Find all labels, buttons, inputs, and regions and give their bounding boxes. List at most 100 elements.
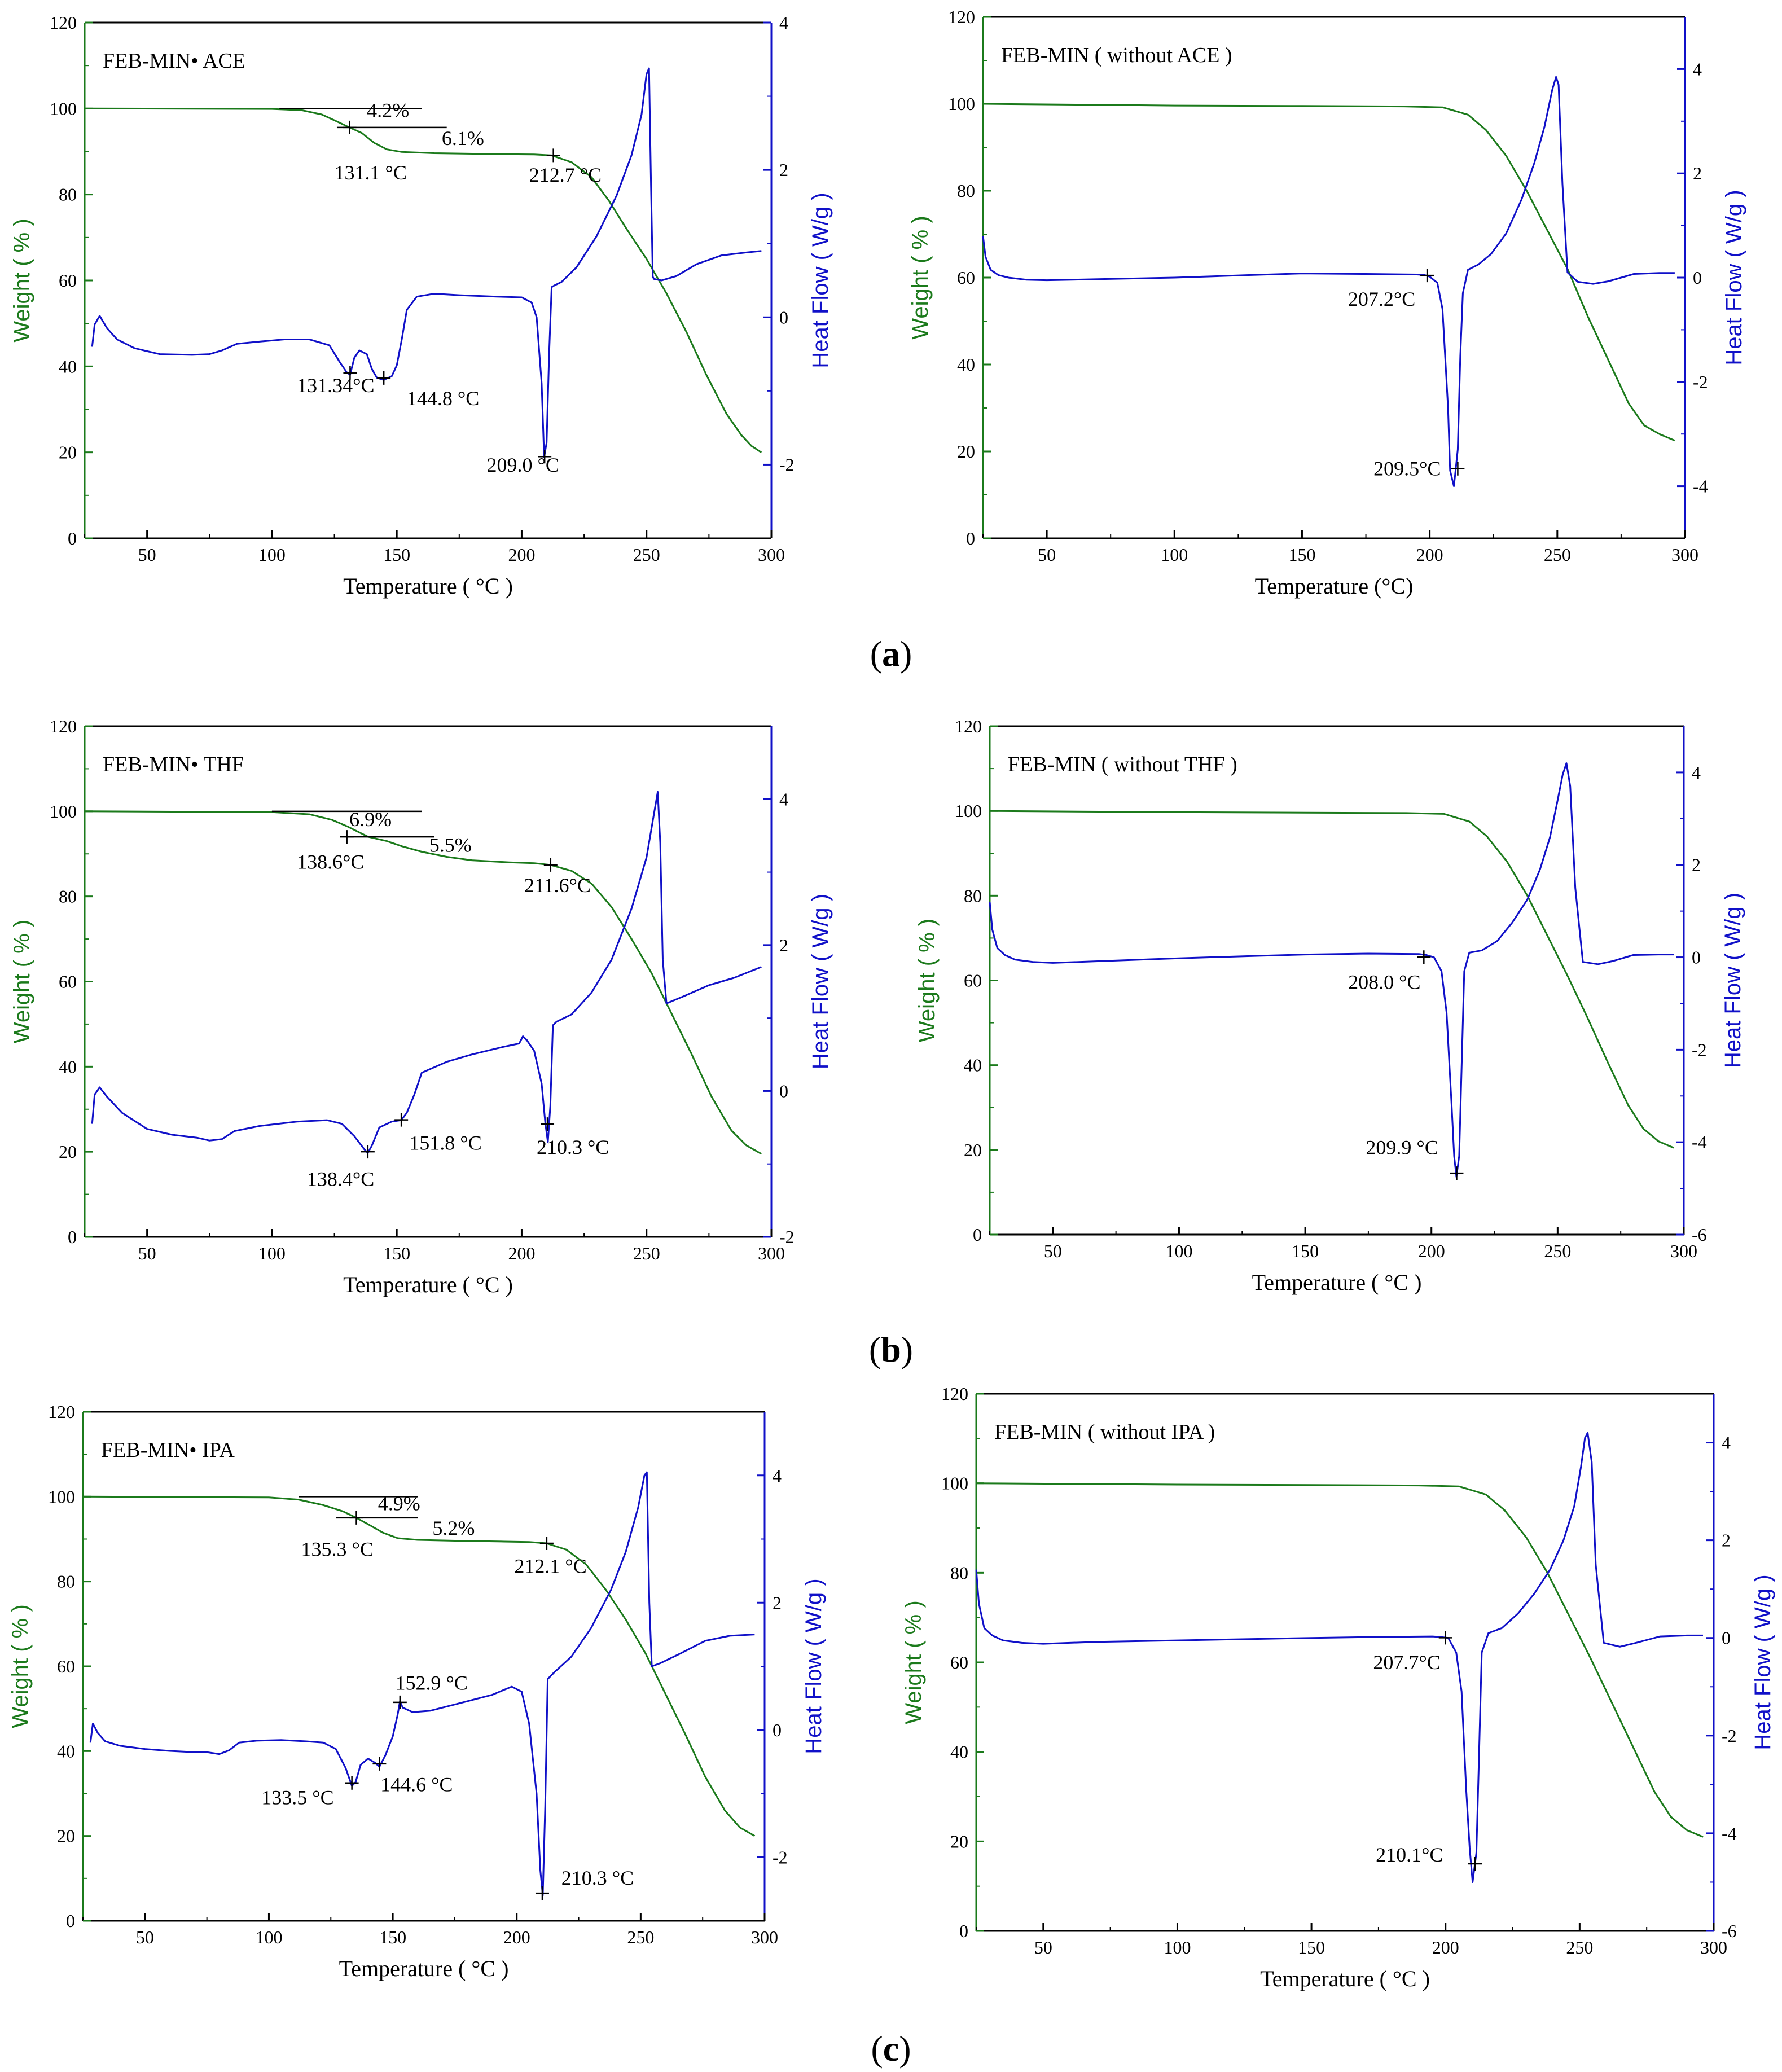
svg-text:(b): (b): [869, 1329, 913, 1369]
right-y-tick-label: -2: [1692, 1039, 1707, 1060]
x-tick-label: 300: [758, 1243, 785, 1263]
left-y-tick-label: 20: [59, 442, 77, 463]
x-tick-label: 250: [633, 1243, 660, 1263]
left-y-axis-title: Weight ( % ): [10, 218, 34, 342]
onset-marker: [340, 830, 354, 844]
right-y-axis-title: Heat Flow ( W/g ): [808, 192, 833, 368]
peak-annotation-label: 138.6°C: [297, 851, 364, 873]
left-y-tick-label: 120: [50, 716, 77, 736]
peak-annotation-label: 131.1 °C: [335, 161, 407, 184]
left-y-tick-label: 0: [66, 1911, 75, 1931]
x-axis-title: Temperature ( °C ): [1252, 1270, 1422, 1295]
left-y-tick-label: 100: [941, 1473, 968, 1494]
left-y-tick-label: 120: [948, 7, 975, 27]
right-y-axis-title: Heat Flow ( W/g ): [1750, 1574, 1775, 1750]
left-y-tick-label: 20: [950, 1831, 968, 1851]
x-tick-label: 300: [1671, 545, 1698, 565]
peak-annotation-label: 131.34°C: [297, 374, 374, 397]
left-y-tick-label: 120: [941, 1384, 968, 1404]
x-tick-label: 200: [508, 545, 535, 565]
right-y-tick-label: 2: [779, 935, 788, 955]
onset-marker: [394, 1113, 409, 1127]
chart-feb-min-ipa: 50 100 150 200 250 300 0 20 40 60 80 100 120 -2 0 2 4 Tem…: [8, 1402, 826, 1981]
left-y-tick-label: 120: [50, 12, 77, 33]
left-y-tick-label: 0: [68, 1227, 77, 1247]
left-y-tick-label: 60: [57, 1656, 75, 1676]
left-y-tick-label: 40: [964, 1055, 982, 1075]
caption-open-paren: (: [871, 2029, 883, 2069]
peak-annotation-label: 4.9%: [378, 1492, 420, 1515]
x-tick-label: 200: [508, 1243, 535, 1263]
right-y-tick-label: 2: [1692, 855, 1701, 875]
chart-feb-min-without-ipa: 50 100 150 200 250 300 0 20 40 60 80 100 120 -6 -4 -2 0 2…: [901, 1384, 1775, 1991]
heat-flow-series-line: [989, 762, 1674, 1178]
weight-series-line: [84, 810, 762, 1155]
right-y-tick-label: 2: [1693, 163, 1702, 183]
x-axis-title: Temperature ( °C ): [343, 1272, 513, 1297]
caption-open-paren: (: [870, 634, 882, 674]
peak-annotation-label: 208.0 °C: [1348, 971, 1420, 994]
peak-annotation-label: 6.9%: [349, 808, 392, 831]
right-y-tick-label: 2: [779, 160, 788, 180]
onset-marker: [393, 1695, 407, 1709]
right-y-tick-label: 4: [779, 789, 788, 809]
onset-marker: [345, 1776, 359, 1790]
peak-annotation-label: 133.5 °C: [261, 1786, 333, 1808]
left-y-tick-label: 80: [950, 1562, 968, 1583]
x-tick-label: 100: [255, 1927, 282, 1947]
right-y-tick-label: 0: [779, 307, 788, 327]
left-y-tick-label: 60: [964, 971, 982, 991]
caption-letter: a: [882, 634, 900, 674]
left-y-axis-title: Weight ( % ): [8, 1604, 33, 1728]
onset-marker: [1438, 1631, 1452, 1645]
peak-annotation-label: 207.7°C: [1373, 1651, 1440, 1674]
onset-marker: [349, 1511, 363, 1525]
onset-marker: [538, 450, 552, 464]
right-y-axis-title: Heat Flow ( W/g ): [801, 1578, 826, 1754]
panel-title: FEB-MIN• IPA: [101, 1438, 235, 1462]
x-tick-label: 150: [383, 1243, 410, 1263]
left-y-tick-label: 20: [59, 1142, 77, 1162]
panel-c-caption: (c): [871, 2029, 911, 2069]
peak-annotation-label: 144.8 °C: [407, 387, 479, 410]
left-y-axis-title: Weight ( % ): [901, 1600, 926, 1724]
x-tick-label: 250: [627, 1927, 654, 1947]
peak-annotation-label: 209.0 °C: [486, 454, 559, 476]
x-tick-label: 150: [1298, 1937, 1325, 1957]
right-y-tick-label: -4: [1722, 1823, 1737, 1843]
onset-marker: [343, 366, 357, 380]
x-tick-label: 200: [503, 1927, 530, 1947]
weight-series-line: [989, 810, 1674, 1149]
panel-title: FEB-MIN• ACE: [103, 49, 245, 73]
left-y-tick-label: 100: [955, 801, 982, 821]
right-y-tick-label: -6: [1692, 1224, 1707, 1245]
left-y-tick-label: 100: [50, 801, 77, 822]
x-tick-label: 100: [1164, 1937, 1191, 1957]
left-y-tick-label: 80: [957, 181, 975, 201]
caption-letter: b: [881, 1329, 901, 1369]
right-y-tick-label: 0: [773, 1720, 782, 1740]
panel-title: FEB-MIN ( without IPA ): [994, 1420, 1215, 1444]
x-tick-label: 50: [1034, 1937, 1052, 1957]
peak-annotation-label: 138.4°C: [307, 1168, 374, 1191]
left-y-tick-label: 20: [964, 1140, 982, 1160]
right-y-tick-label: 2: [773, 1592, 782, 1613]
caption-close-paren: ): [899, 2029, 911, 2069]
x-tick-label: 100: [258, 1243, 286, 1263]
peak-annotation-label: 212.1 °C: [514, 1555, 586, 1578]
heat-flow-series-line: [91, 67, 762, 458]
left-y-tick-label: 40: [59, 1056, 77, 1077]
left-y-tick-label: 40: [59, 356, 77, 376]
caption-open-paren: (: [869, 1329, 881, 1369]
left-y-tick-label: 60: [59, 972, 77, 992]
left-y-tick-label: 0: [973, 1224, 982, 1245]
x-axis-title: Temperature (°C): [1255, 573, 1414, 599]
onset-marker: [543, 858, 558, 872]
right-y-tick-label: 4: [773, 1465, 782, 1486]
right-y-tick-label: -2: [779, 454, 795, 475]
peak-annotation-label: 144.6 °C: [380, 1774, 453, 1796]
x-tick-label: 150: [383, 545, 410, 565]
onset-marker: [1417, 950, 1431, 964]
left-y-tick-label: 20: [957, 441, 975, 462]
panel-title: FEB-MIN ( without ACE ): [1001, 43, 1232, 67]
